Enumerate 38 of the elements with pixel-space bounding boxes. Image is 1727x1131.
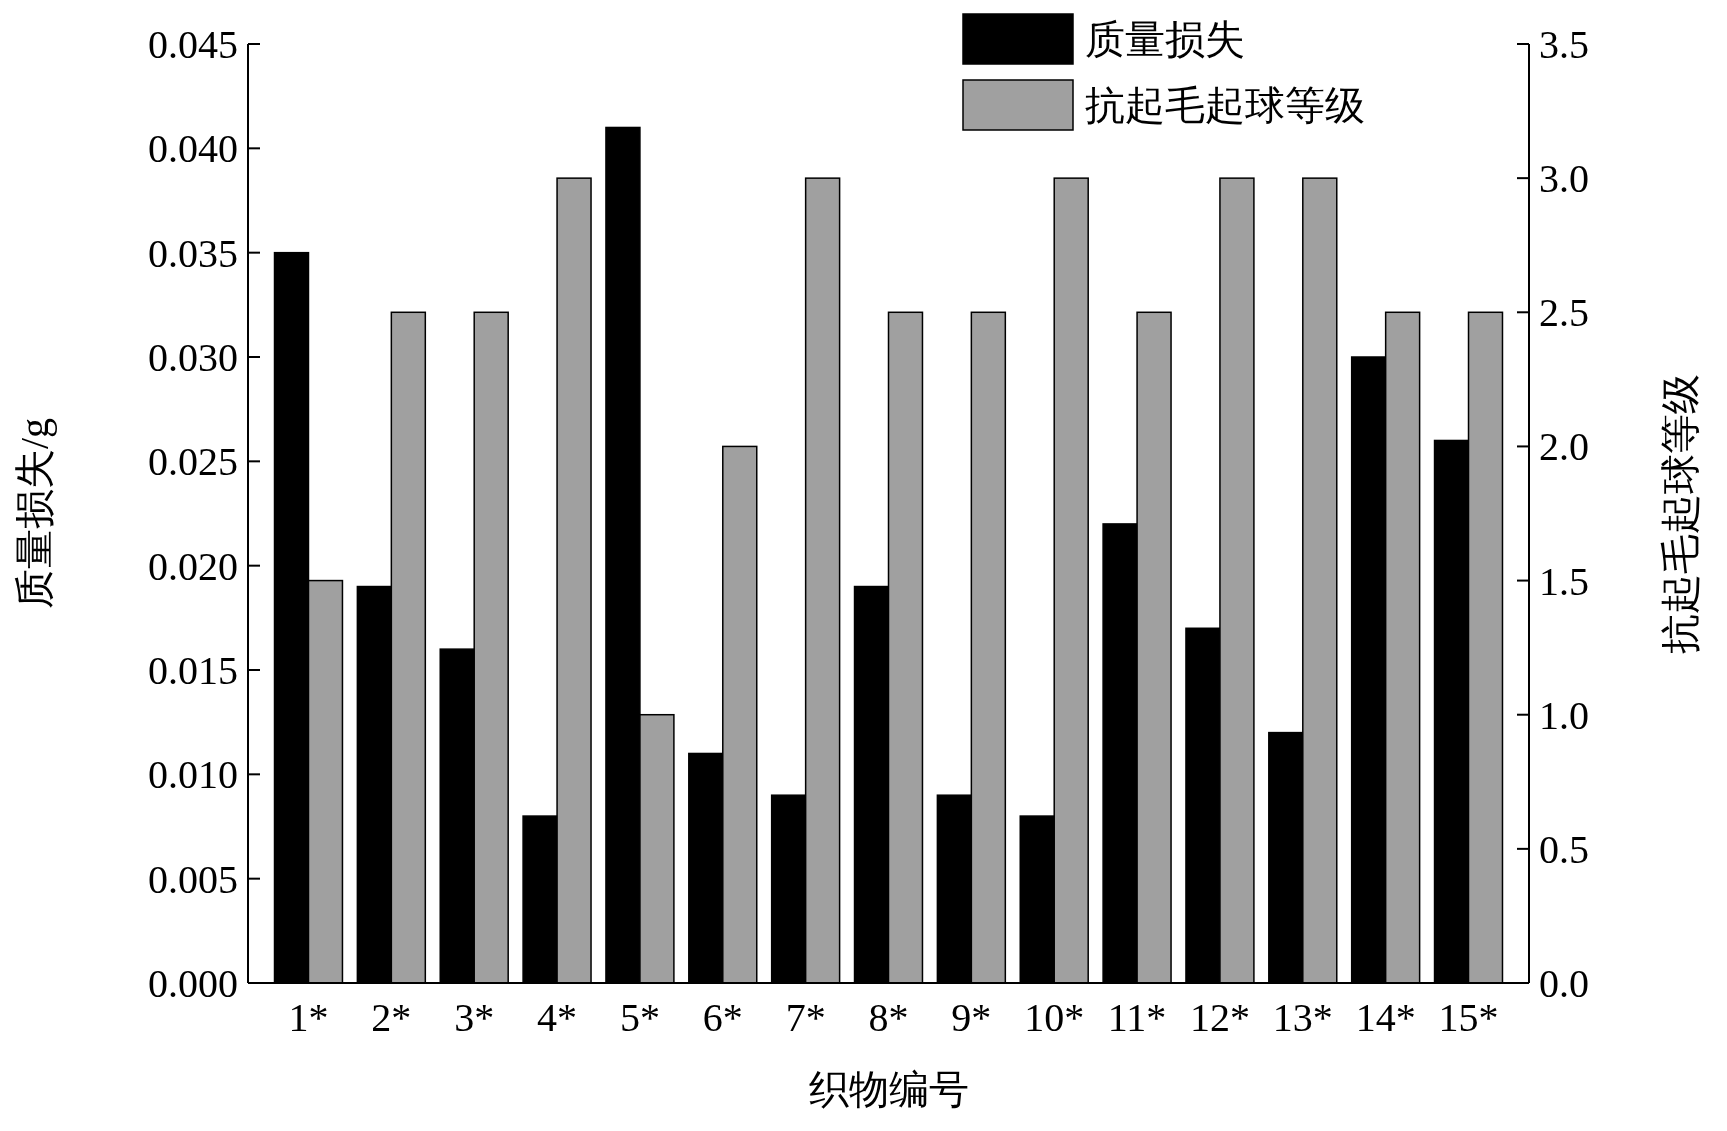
y2-axis-title: 抗起毛起球等级 [1658,373,1703,654]
y2-tick-label: 1.0 [1539,692,1589,738]
y2-tick-label: 0.0 [1539,961,1589,1006]
y-tick-label: 0.015 [148,648,238,693]
y2-tick-label: 2.0 [1539,424,1589,470]
y2-tick-label: 1.5 [1539,558,1589,604]
y2-tick-label: 3.0 [1539,156,1589,202]
x-tick-label: 7* [785,995,826,1040]
y-tick-label: 0.025 [148,439,238,485]
y-tick-label: 0.000 [148,961,238,1006]
x-tick-label: 2* [371,995,412,1040]
y2-tick-label: 0.5 [1539,826,1589,872]
y-tick-label: 0.045 [148,22,238,67]
x-tick-label: 5* [619,995,660,1040]
x-tick-label: 8* [868,995,909,1040]
x-tick-label: 3* [454,995,495,1040]
x-tick-label: 12* [1189,995,1250,1040]
y-tick-label: 0.035 [148,230,238,276]
legend-label: 抗起毛起球等级 [1085,83,1365,128]
x-axis-title: 织物编号 [808,1067,969,1112]
x-tick-label: 4* [537,995,578,1040]
x-tick-label: 15* [1438,995,1499,1040]
x-tick-label: 14* [1355,995,1416,1040]
x-tick-label: 13* [1272,995,1333,1040]
y-tick-label: 0.010 [148,752,238,798]
y-tick-label: 0.040 [148,126,238,172]
x-tick-label: 10* [1024,995,1085,1040]
legend-label: 质量损失 [1085,17,1245,62]
y-tick-label: 0.020 [148,543,238,589]
y2-tick-label: 2.5 [1539,290,1589,336]
y2-tick-label: 3.5 [1539,22,1589,67]
y-axis-title: 质量损失/g [12,417,57,610]
y-tick-label: 0.005 [148,856,238,902]
x-tick-label: 11* [1107,995,1167,1040]
x-tick-label: 6* [702,995,743,1040]
y-tick-label: 0.030 [148,335,238,380]
x-tick-label: 1* [288,995,329,1040]
x-tick-label: 9* [951,995,992,1040]
